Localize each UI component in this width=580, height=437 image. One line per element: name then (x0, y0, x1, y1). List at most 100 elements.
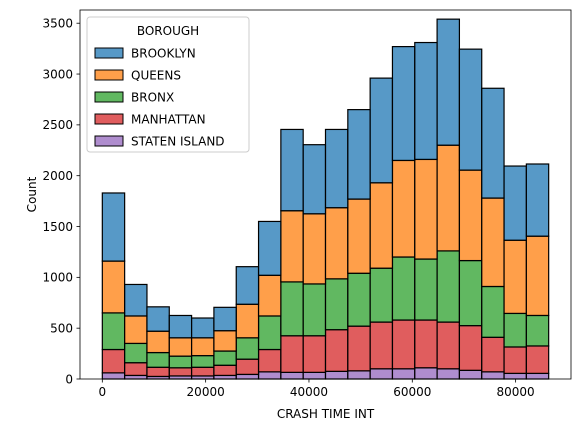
bar-brooklyn-bin-7 (257, 220, 282, 276)
legend-title: BOROUGH (137, 24, 199, 38)
bar-queens-bin-8 (280, 210, 304, 283)
bars-layer (101, 18, 550, 380)
bar-brooklyn-bin-15 (436, 18, 461, 146)
bar-manhattan-bin-5 (213, 364, 237, 377)
bar-staten-island-bin-12 (369, 368, 394, 380)
bar-staten-island-bin-0 (101, 372, 126, 380)
bar-staten-island-bin-6 (235, 373, 260, 380)
bar-manhattan-bin-3 (168, 367, 193, 377)
bar-bronx-bin-19 (525, 314, 550, 347)
bar-staten-island-bin-18 (503, 372, 527, 380)
x-tick-label: 40000 (290, 385, 328, 399)
bar-queens-bin-2 (146, 330, 170, 354)
legend-swatch (94, 113, 124, 125)
bar-manhattan-bin-12 (369, 321, 394, 370)
x-tick-label: 20000 (187, 385, 225, 399)
bar-bronx-bin-0 (101, 312, 126, 351)
bar-brooklyn-bin-12 (369, 77, 394, 184)
bar-bronx-bin-5 (213, 350, 237, 366)
bar-manhattan-bin-19 (525, 345, 550, 375)
bar-brooklyn-bin-5 (213, 306, 237, 332)
legend-swatch (94, 69, 124, 81)
legend-swatch (94, 47, 124, 59)
y-tick-label: 500 (50, 321, 73, 335)
bar-staten-island-bin-15 (436, 368, 461, 380)
bar-queens-bin-4 (190, 337, 215, 357)
bar-bronx-bin-4 (190, 355, 215, 368)
bar-queens-bin-15 (436, 144, 461, 252)
bar-staten-island-bin-13 (391, 368, 416, 380)
bar-bronx-bin-9 (302, 283, 327, 337)
bar-bronx-bin-7 (257, 315, 282, 351)
bar-staten-island-bin-10 (324, 370, 349, 380)
bar-manhattan-bin-6 (235, 358, 260, 376)
legend-label: BROOKLYN (131, 47, 196, 61)
bar-manhattan-bin-0 (101, 348, 126, 374)
bar-staten-island-bin-14 (414, 367, 438, 380)
x-axis: 0 20000 40000 60000 80000 (98, 379, 535, 399)
y-tick-label: 2000 (42, 169, 73, 183)
bar-bronx-bin-2 (146, 351, 170, 368)
bar-manhattan-bin-8 (280, 335, 304, 373)
bar-queens-bin-10 (324, 207, 349, 280)
plot-frame (79, 9, 572, 380)
bar-brooklyn-bin-9 (302, 144, 327, 215)
bar-bronx-bin-11 (347, 272, 371, 327)
bar-bronx-bin-1 (124, 342, 148, 364)
bar-manhattan-bin-1 (124, 362, 148, 377)
bar-queens-bin-0 (101, 260, 126, 314)
bar-queens-bin-1 (124, 315, 148, 345)
bar-brooklyn-bin-1 (124, 283, 148, 317)
bar-brooklyn-bin-13 (391, 45, 416, 162)
legend: BOROUGH BROOKLYN QUEENS BRONX MANHATTAN STATE… (86, 16, 250, 153)
legend-label: QUEENS (131, 69, 181, 83)
x-axis-title: CRASH TIME INT (277, 407, 375, 421)
bar-manhattan-bin-13 (391, 319, 416, 370)
bar-brooklyn-bin-14 (414, 41, 438, 161)
bar-bronx-bin-18 (503, 312, 527, 348)
y-tick-label: 2500 (42, 118, 73, 132)
y-tick-label: 0 (65, 372, 73, 386)
bar-bronx-bin-17 (481, 285, 505, 338)
bar-manhattan-bin-2 (146, 366, 170, 378)
bar-brooklyn-bin-4 (190, 317, 215, 339)
y-tick-label: 3500 (42, 17, 73, 31)
bar-queens-bin-7 (257, 274, 282, 317)
y-tick-label: 3000 (42, 67, 73, 81)
bar-manhattan-bin-11 (347, 325, 371, 372)
y-tick-label: 1500 (42, 220, 73, 234)
y-tick-label: 1000 (42, 271, 73, 285)
bar-brooklyn-bin-18 (503, 165, 527, 241)
bar-bronx-bin-14 (414, 258, 438, 321)
x-tick-label: 0 (98, 385, 106, 399)
bar-queens-bin-16 (458, 169, 483, 262)
bar-manhattan-bin-10 (324, 329, 349, 372)
bar-brooklyn-bin-11 (347, 109, 371, 200)
bar-manhattan-bin-9 (302, 335, 327, 373)
bar-staten-island-bin-17 (481, 371, 505, 380)
bar-brooklyn-bin-8 (280, 128, 304, 212)
y-axis: 0 500 1000 1500 2000 2500 3000 3500 (42, 17, 80, 386)
legend-label: MANHATTAN (131, 113, 206, 127)
bar-manhattan-bin-18 (503, 346, 527, 375)
bar-brooklyn-bin-16 (458, 48, 483, 171)
bar-bronx-bin-3 (168, 355, 193, 369)
legend-swatch (94, 135, 124, 147)
bar-manhattan-bin-15 (436, 321, 461, 370)
bar-staten-island-bin-9 (302, 371, 327, 380)
bar-bronx-bin-16 (458, 259, 483, 327)
bar-bronx-bin-8 (280, 281, 304, 337)
bar-manhattan-bin-17 (481, 336, 505, 373)
bar-staten-island-bin-7 (257, 371, 282, 380)
bar-queens-bin-3 (168, 337, 193, 357)
bar-manhattan-bin-14 (414, 319, 438, 369)
bar-manhattan-bin-16 (458, 325, 483, 371)
bar-brooklyn-bin-6 (235, 266, 260, 305)
bar-brooklyn-bin-3 (168, 314, 193, 339)
legend-box (86, 16, 250, 153)
bar-queens-bin-18 (503, 239, 527, 315)
bar-queens-bin-11 (347, 198, 371, 274)
legend-swatch (94, 91, 124, 103)
